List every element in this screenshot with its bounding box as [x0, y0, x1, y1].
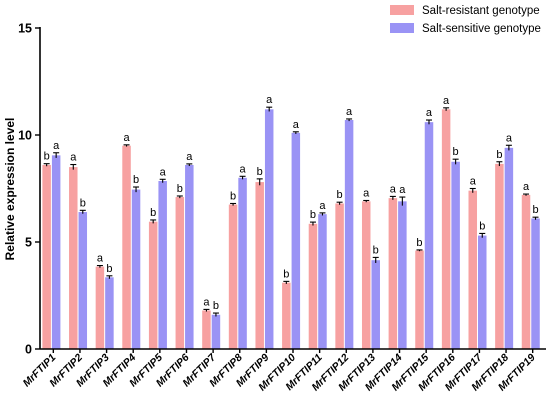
bar-salt-sensitive-mrftip8 — [238, 177, 247, 349]
bar-salt-sensitive-mrftip15 — [424, 122, 434, 349]
significance-label: b — [337, 189, 343, 201]
x-axis: MrFTIP1MrFTIP2MrFTIP3MrFTIP4MrFTIP5MrFTI… — [21, 348, 546, 394]
bar-salt-resistant-mrftip5 — [148, 221, 158, 349]
y-tick-label: 5 — [25, 236, 32, 250]
bar-salt-resistant-mrftip15 — [415, 250, 424, 349]
significance-label: a — [293, 119, 300, 131]
bar-salt-sensitive-mrftip5 — [158, 181, 167, 349]
bar-salt-resistant-mrftip17 — [468, 190, 478, 349]
bar-salt-sensitive-mrftip17 — [478, 235, 487, 349]
bar-salt-sensitive-mrftip16 — [451, 161, 460, 349]
legend-label-salt-sensitive: Salt-sensitive genotype — [422, 23, 541, 35]
bar-salt-sensitive-mrftip13 — [371, 260, 380, 349]
significance-label: a — [319, 200, 326, 212]
significance-label: a — [53, 140, 60, 152]
bar-salt-resistant-mrftip18 — [495, 163, 504, 349]
bar-salt-resistant-mrftip11 — [308, 223, 318, 349]
significance-label: a — [160, 166, 167, 178]
bar-salt-resistant-mrftip2 — [69, 167, 78, 349]
bar-salt-sensitive-mrftip7 — [211, 314, 221, 349]
significance-label: a — [346, 106, 353, 118]
bar-salt-resistant-mrftip6 — [175, 197, 185, 349]
significance-label: b — [150, 207, 156, 219]
significance-label: a — [506, 132, 513, 144]
y-axis: 0 5 10 15 — [18, 22, 41, 357]
significance-label: b — [44, 151, 50, 163]
significance-label: a — [443, 95, 450, 107]
significance-label: b — [416, 237, 422, 249]
bar-salt-sensitive-mrftip19 — [531, 218, 540, 349]
bar-salt-sensitive-mrftip14 — [398, 201, 407, 349]
bar-salt-sensitive-mrftip4 — [131, 189, 141, 349]
significance-label: b — [283, 268, 289, 280]
significance-label: a — [399, 184, 406, 196]
significance-label: b — [80, 197, 86, 209]
significance-label: b — [133, 174, 139, 186]
legend-label-salt-resistant: Salt-resistant genotype — [422, 5, 540, 17]
significance-label: a — [203, 296, 210, 308]
bar-salt-resistant-mrftip19 — [521, 194, 531, 349]
bar-salt-resistant-mrftip9 — [255, 182, 264, 349]
bar-salt-resistant-mrftip16 — [441, 109, 451, 349]
y-tick-label: 0 — [25, 343, 32, 357]
significance-label: a — [97, 253, 104, 265]
significance-label: a — [186, 151, 193, 163]
bar-salt-sensitive-mrftip10 — [291, 132, 301, 349]
significance-label: a — [70, 152, 77, 164]
bar-salt-resistant-mrftip14 — [388, 198, 398, 349]
bar-salt-resistant-mrftip8 — [228, 204, 238, 349]
significance-label: b — [257, 166, 263, 178]
legend-swatch-salt-sensitive — [390, 23, 414, 33]
significance-label: b — [106, 263, 112, 275]
bar-salt-sensitive-mrftip3 — [105, 277, 114, 349]
significance-label: b — [213, 300, 219, 312]
bar-salt-resistant-mrftip3 — [95, 266, 105, 349]
bar-salt-resistant-mrftip1 — [42, 164, 51, 349]
bar-salt-resistant-mrftip13 — [361, 201, 371, 349]
significance-label: a — [266, 94, 273, 106]
y-axis-label: Relative expression level — [3, 118, 17, 261]
significance-label: b — [177, 183, 183, 195]
significance-label: b — [496, 149, 502, 161]
significance-label: b — [532, 204, 538, 216]
significance-label: a — [523, 181, 530, 193]
bar-salt-resistant-mrftip4 — [122, 145, 131, 349]
y-tick-label: 15 — [18, 22, 32, 36]
bar-salt-sensitive-mrftip2 — [78, 212, 88, 349]
significance-label: b — [230, 190, 236, 202]
significance-label: a — [390, 183, 397, 195]
significance-label: b — [373, 244, 379, 256]
significance-label: b — [479, 220, 485, 232]
bar-salt-resistant-mrftip7 — [202, 310, 211, 349]
significance-label: a — [363, 187, 370, 199]
significance-label: a — [426, 107, 433, 119]
bar-salt-sensitive-mrftip12 — [344, 120, 354, 350]
bar-salt-sensitive-mrftip1 — [51, 155, 61, 349]
bar-salt-resistant-mrftip12 — [335, 203, 344, 349]
significance-label: b — [453, 146, 459, 158]
bar-salt-sensitive-mrftip9 — [264, 109, 274, 349]
legend: Salt-resistant genotype Salt-sensitive g… — [390, 5, 541, 35]
legend-swatch-salt-resistant — [390, 5, 414, 15]
bar-salt-sensitive-mrftip11 — [318, 214, 327, 349]
bar-salt-resistant-mrftip10 — [282, 282, 291, 349]
y-tick-label: 10 — [18, 129, 32, 143]
significance-label: b — [310, 209, 316, 221]
significance-label: a — [123, 132, 130, 144]
bar-salt-sensitive-mrftip6 — [185, 164, 194, 349]
significance-label: a — [470, 176, 477, 188]
bar-salt-sensitive-mrftip18 — [504, 147, 514, 349]
significance-label: a — [240, 163, 247, 175]
